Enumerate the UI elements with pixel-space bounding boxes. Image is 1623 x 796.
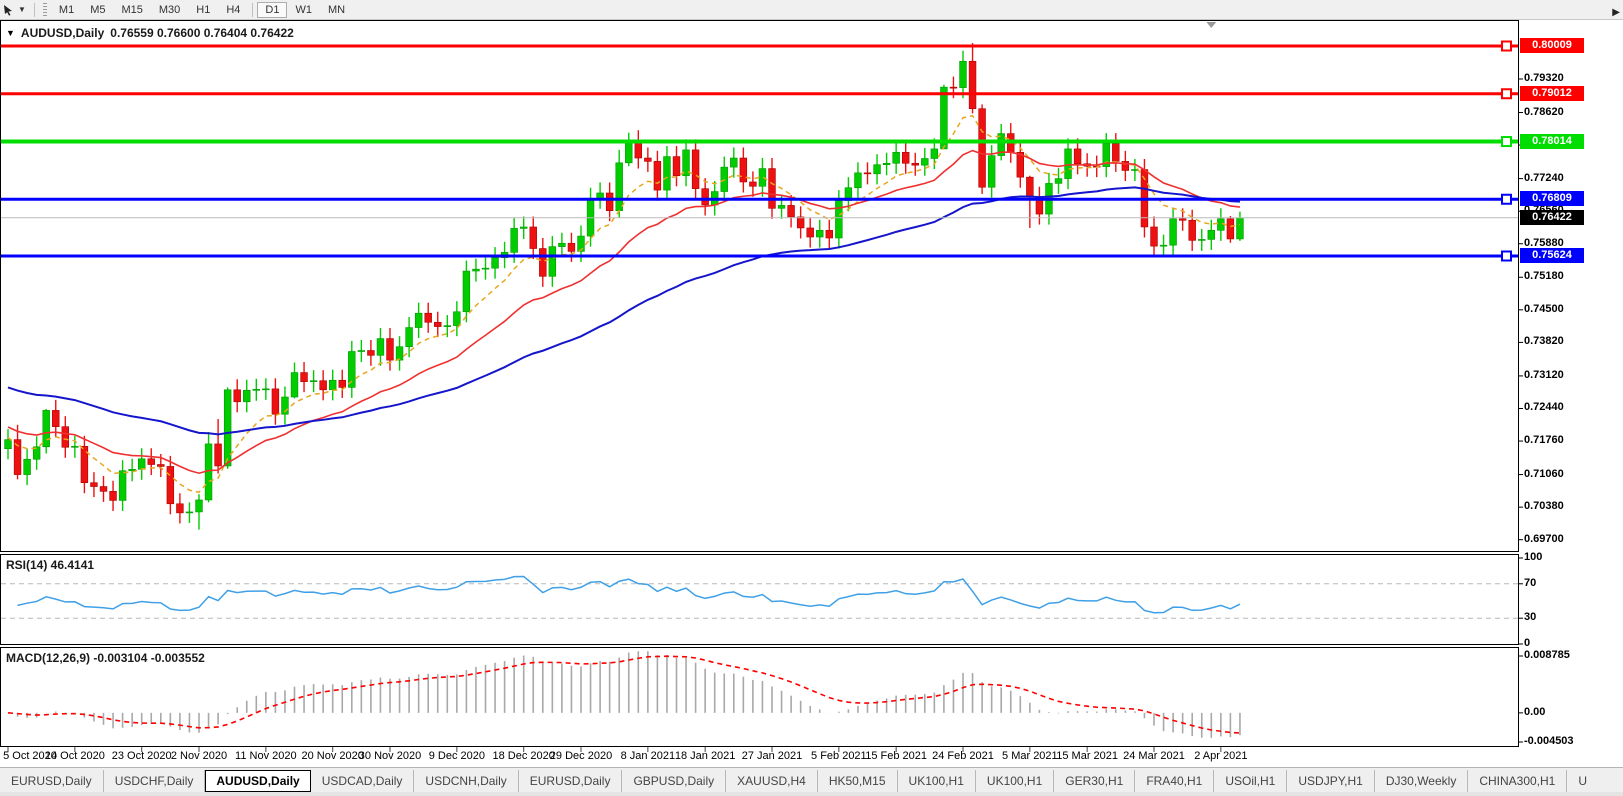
- date-label: 9 Dec 2020: [428, 750, 485, 762]
- rsi-axis-label: 100: [1524, 551, 1543, 563]
- date-label: 5 Feb 2021: [811, 750, 867, 762]
- date-label: 5 Oct 2020: [3, 750, 57, 762]
- price-tick-label: 0.71760: [1524, 434, 1564, 447]
- date-label: 20 Nov 2020: [301, 750, 364, 762]
- chart-tab-HK50-M15[interactable]: HK50,M15: [818, 769, 898, 792]
- date-label: 27 Jan 2021: [741, 750, 803, 762]
- chart-title: ▼ AUDUSD,Daily 0.76559 0.76600 0.76404 0…: [6, 26, 294, 40]
- price-tick-label: 0.73120: [1524, 368, 1564, 381]
- price-tick-label: 0.73820: [1524, 335, 1564, 348]
- toolbar-separator: [33, 2, 35, 17]
- chart-tab-USOil-H1[interactable]: USOil,H1: [1214, 769, 1288, 792]
- cursor-tool-icon[interactable]: [0, 1, 18, 18]
- date-label: 24 Mar 2021: [1123, 750, 1185, 762]
- timeframe-button-MN[interactable]: MN: [327, 3, 346, 16]
- toolbar-separator: [252, 2, 254, 17]
- chart-ohlc-values: 0.76559 0.76600 0.76404 0.76422: [110, 26, 294, 40]
- date-label: 8 Jan 2021: [620, 750, 676, 762]
- date-label: 18 Dec 2020: [492, 750, 555, 762]
- date-label: 2 Apr 2021: [1194, 750, 1248, 762]
- price-tick-label: 0.74500: [1524, 302, 1564, 315]
- chart-tab-GBPUSD-Daily[interactable]: GBPUSD,Daily: [622, 769, 727, 792]
- chart-tab-FRA40-H1[interactable]: FRA40,H1: [1135, 769, 1215, 792]
- timeframe-button-H1[interactable]: H1: [196, 3, 211, 16]
- rsi-axis-label: 70: [1524, 576, 1537, 589]
- tab-scroll-right-icon[interactable]: ▶: [1612, 7, 1620, 18]
- chart-tab-USDCAD-Daily[interactable]: USDCAD,Daily: [311, 769, 415, 792]
- date-label: 18 Jan 2021: [674, 750, 736, 762]
- timeframe-button-H4[interactable]: H4: [226, 3, 241, 16]
- chart-tab-CHINA300-H1[interactable]: CHINA300,H1: [1468, 769, 1568, 792]
- chart-tab-XAUUSD-H4[interactable]: XAUUSD,H4: [726, 769, 818, 792]
- chart-symbol-label: AUDUSD,Daily: [20, 26, 105, 40]
- timeframe-button-M1[interactable]: M1: [58, 3, 75, 16]
- price-tick-label: 0.71060: [1524, 467, 1564, 480]
- price-line-badge: 0.80009: [1520, 38, 1584, 53]
- date-label: 15 Feb 2021: [865, 750, 928, 762]
- price-tick-label: 0.69700: [1524, 532, 1564, 545]
- current-price-badge: 0.76422: [1520, 209, 1584, 225]
- chart-tab-EURUSD-Daily[interactable]: EURUSD,Daily: [519, 769, 623, 792]
- price-tick-label: 0.70380: [1524, 500, 1564, 513]
- price-line-badge: 0.78014: [1520, 133, 1584, 149]
- date-label: 2 Nov 2020: [170, 750, 228, 762]
- rsi-axis-label: 30: [1524, 611, 1537, 624]
- price-line-badge: 0.76809: [1520, 191, 1584, 207]
- date-label: 15 Mar 2021: [1056, 750, 1119, 762]
- chart-tab-UK100-H1[interactable]: UK100,H1: [898, 769, 976, 792]
- chart-tab-UK100-H1[interactable]: UK100,H1: [976, 769, 1055, 792]
- price-tick-label: 0.75880: [1524, 236, 1564, 249]
- chart-tab-bar: EURUSD,Daily USDCHF,Daily AUDUSD,Daily USDC…: [0, 767, 1623, 793]
- date-label: 24 Feb 2021: [932, 750, 994, 762]
- chart-tab-DJ30-Weekly[interactable]: DJ30,Weekly: [1375, 769, 1469, 792]
- price-chart-panel[interactable]: [0, 20, 1519, 552]
- chart-tab-USDCNH-Daily[interactable]: USDCNH,Daily: [414, 769, 519, 792]
- timeframe-button-D1[interactable]: D1: [257, 1, 288, 18]
- price-tick-label: 0.75180: [1524, 270, 1564, 283]
- toolbar-grip-handle[interactable]: [42, 2, 47, 17]
- chart-tab-AUDUSD-Daily[interactable]: AUDUSD,Daily: [205, 769, 311, 792]
- price-line-badge: 0.79012: [1520, 85, 1584, 101]
- timeframe-button-W1[interactable]: W1: [295, 3, 312, 16]
- tool-dropdown-caret-icon[interactable]: ▼: [18, 5, 26, 14]
- timeframe-button-M5[interactable]: M5: [90, 3, 106, 16]
- date-label: 23 Oct 2020: [111, 750, 172, 762]
- chart-tab-GER30-H1[interactable]: GER30,H1: [1054, 769, 1136, 792]
- rsi-label: RSI(14) 46.4141: [6, 558, 95, 572]
- macd-axis-label: -0.004503: [1524, 735, 1574, 747]
- rsi-indicator-panel[interactable]: [0, 554, 1519, 645]
- bottom-strip: [0, 792, 1623, 796]
- price-line-badge: 0.75624: [1520, 248, 1584, 263]
- price-tick-label: 0.79320: [1524, 71, 1564, 84]
- date-label: 30 Nov 2020: [358, 750, 422, 762]
- macd-label: MACD(12,26,9) -0.003104 -0.003552: [6, 651, 205, 665]
- date-label: 29 Dec 2020: [549, 750, 613, 762]
- macd-axis-label: 0.008785: [1524, 649, 1570, 661]
- price-tick-label: 0.72440: [1524, 401, 1564, 414]
- timeframe-button-M15[interactable]: M15: [121, 3, 143, 16]
- rsi-axis-label: 0: [1524, 637, 1531, 649]
- price-tick-label: 0.77240: [1524, 171, 1564, 184]
- chart-tab-EURUSD-Daily[interactable]: EURUSD,Daily: [0, 769, 104, 792]
- date-label: 5 Mar 2021: [1002, 750, 1058, 762]
- chart-tab-USDJPY-H1[interactable]: USDJPY,H1: [1287, 769, 1375, 792]
- date-label: 11 Nov 2020: [235, 750, 297, 762]
- chart-collapse-icon[interactable]: ▼: [6, 28, 15, 38]
- date-label: 14 Oct 2020: [44, 750, 105, 762]
- top-toolbar: ▼ M1 M5 M15 M30 H1 H4 D1 W1 MN: [0, 0, 1623, 20]
- timeframe-button-M30[interactable]: M30: [158, 3, 181, 16]
- chart-tab-USDCHF-Daily[interactable]: USDCHF,Daily: [104, 769, 206, 792]
- macd-indicator-panel[interactable]: [0, 647, 1519, 747]
- chart-tab-overflow[interactable]: U: [1578, 773, 1588, 788]
- price-tick-label: 0.78620: [1524, 105, 1564, 118]
- macd-axis-label: 0.00: [1524, 705, 1546, 718]
